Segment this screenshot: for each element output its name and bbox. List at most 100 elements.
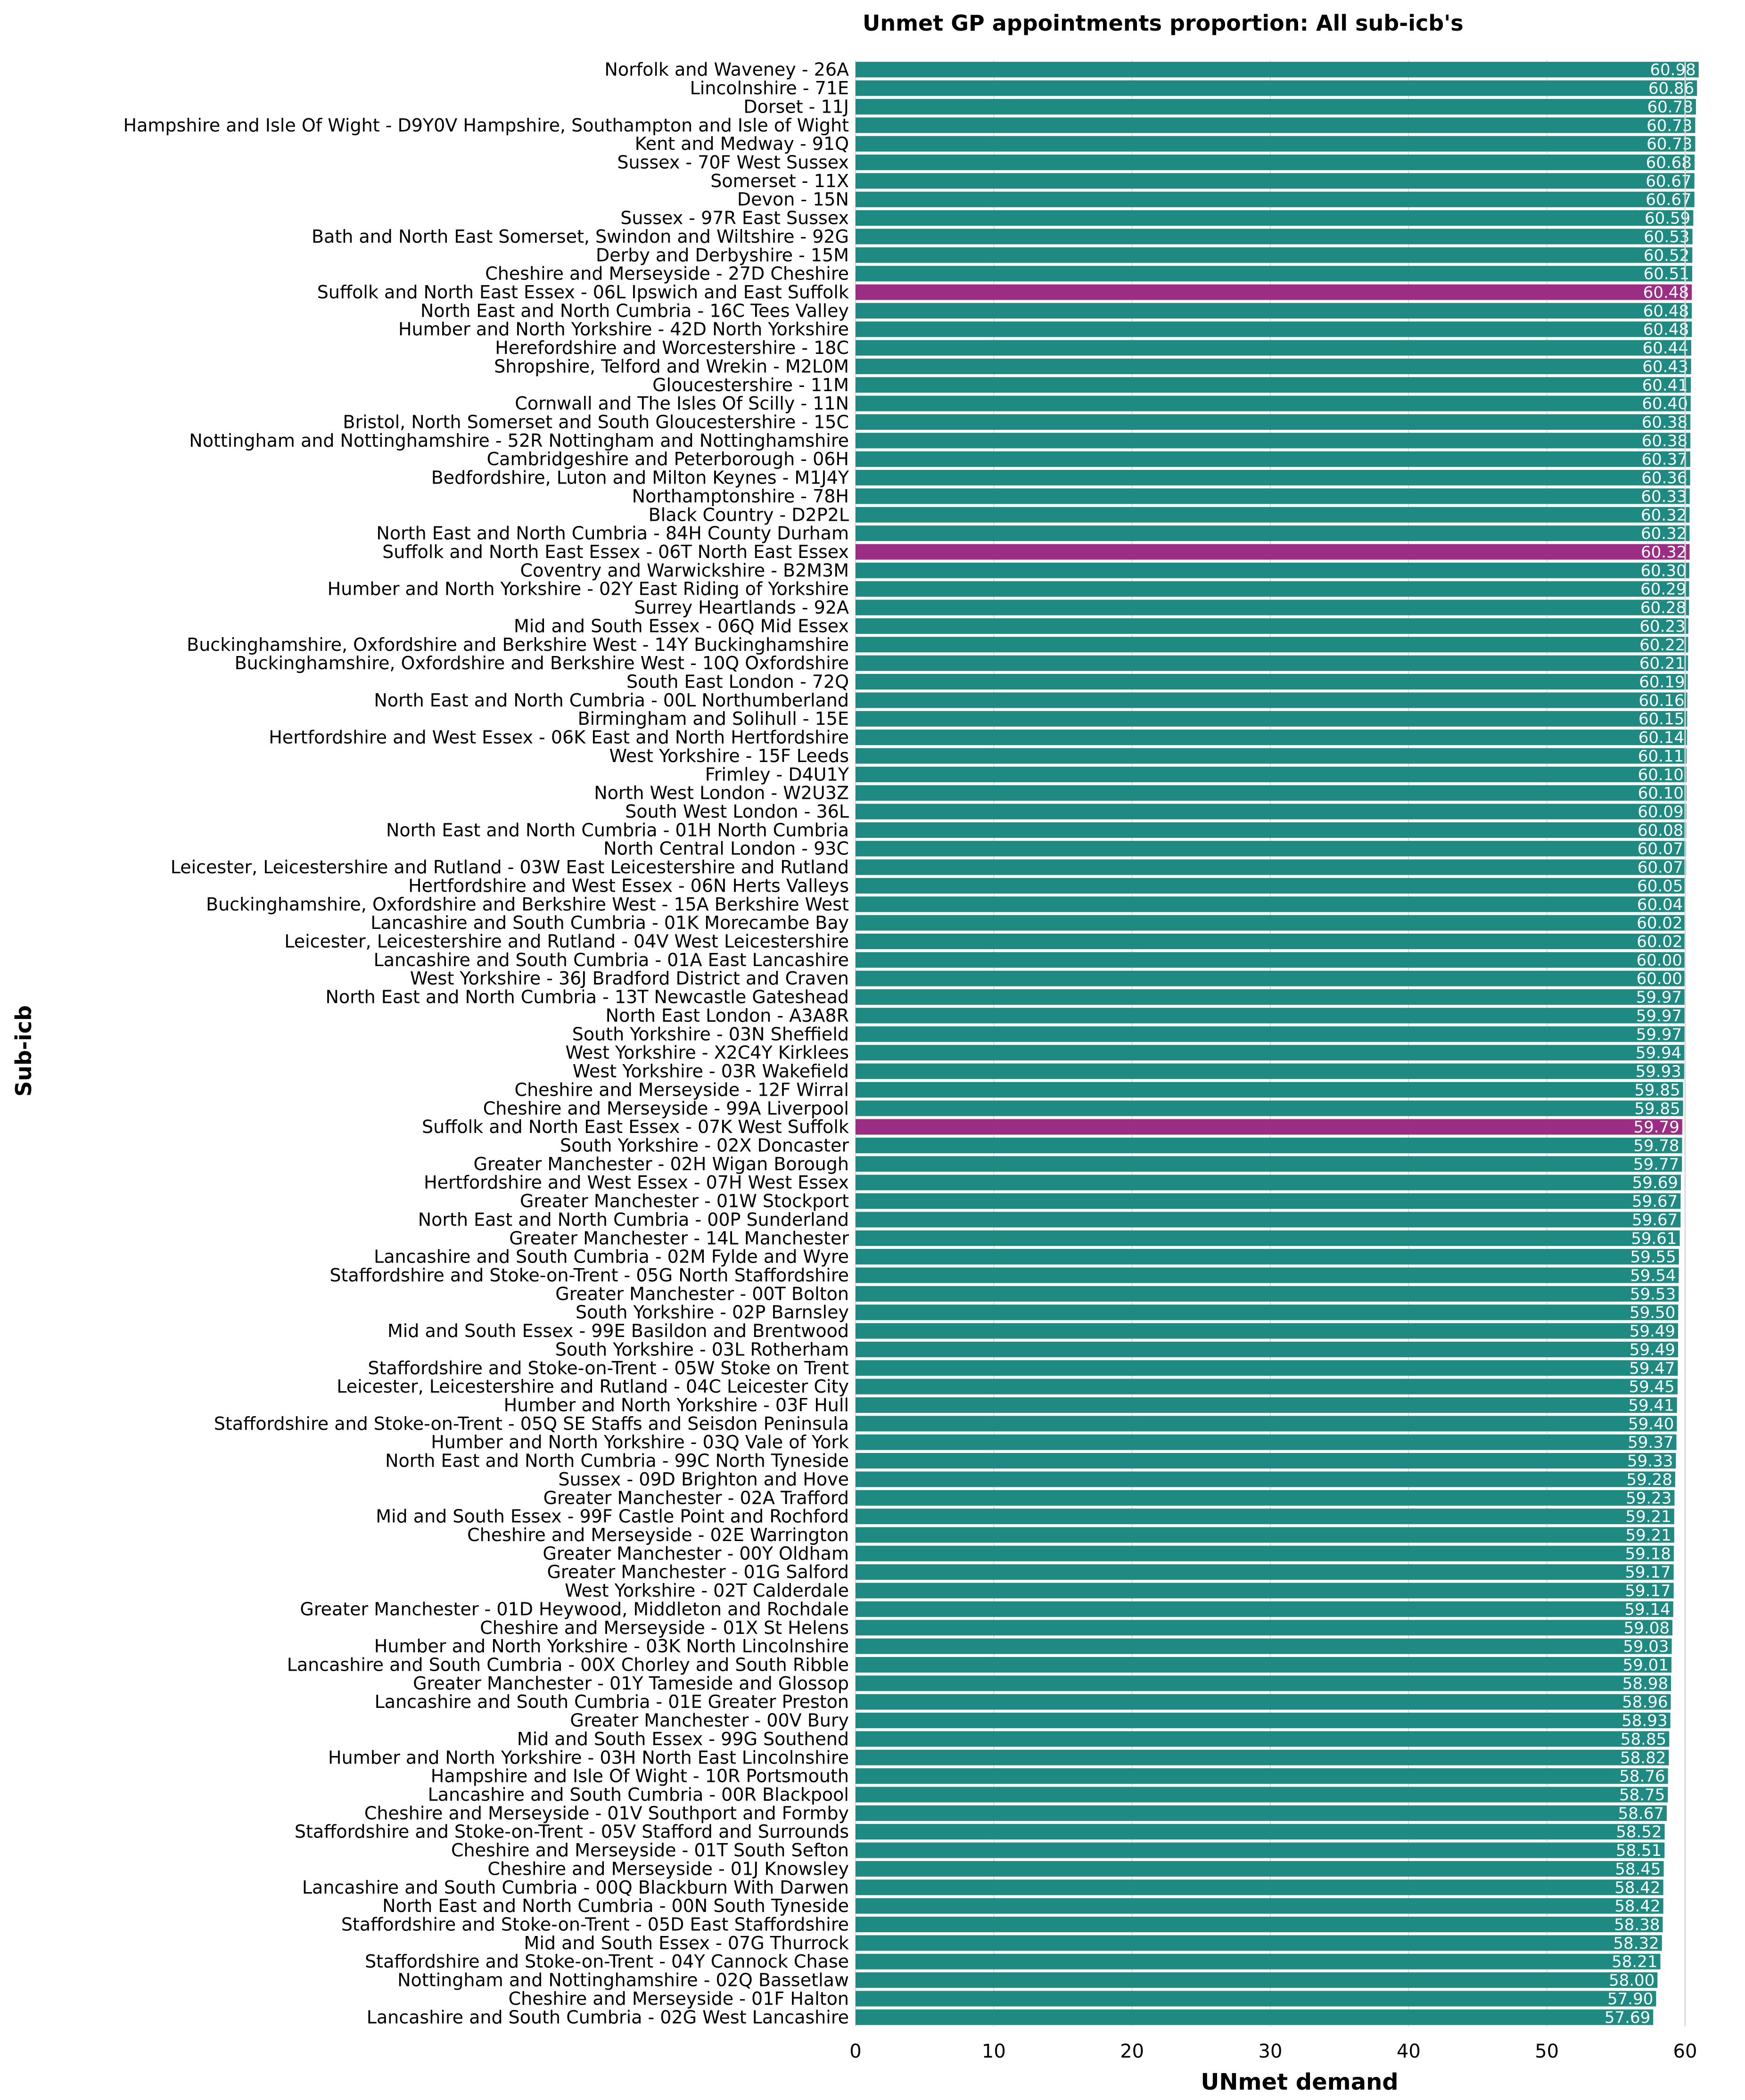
category-label: Buckinghamshire, Oxfordshire and Berkshi… bbox=[235, 653, 849, 673]
category-label: Greater Manchester - 01G Salford bbox=[547, 1562, 849, 1583]
bar bbox=[856, 804, 1687, 820]
category-label: Cheshire and Merseyside - 99A Liverpool bbox=[483, 1098, 849, 1119]
value-label: 59.40 bbox=[1628, 1415, 1674, 1434]
bar bbox=[856, 1174, 1681, 1190]
value-label: 59.55 bbox=[1630, 1248, 1676, 1267]
value-label: 60.02 bbox=[1637, 914, 1682, 933]
bar bbox=[856, 284, 1692, 300]
category-label: Dorset - 11J bbox=[743, 96, 849, 117]
category-label: North East and North Cumbria - 13T Newca… bbox=[325, 987, 849, 1008]
x-tick-label: 30 bbox=[1259, 2041, 1283, 2062]
value-label: 58.76 bbox=[1619, 1767, 1665, 1786]
category-label: West Yorkshire - 02T Calderdale bbox=[565, 1580, 849, 1601]
bar bbox=[856, 1879, 1663, 1895]
bar bbox=[856, 730, 1687, 746]
category-label: West Yorkshire - X2C4Y Kirklees bbox=[566, 1042, 849, 1063]
category-label: Nottingham and Nottinghamshire - 02Q Bas… bbox=[397, 1970, 849, 1991]
bar bbox=[856, 1267, 1679, 1283]
bar bbox=[856, 1397, 1677, 1413]
category-label: Mid and South Essex - 06Q Mid Essex bbox=[514, 615, 849, 636]
value-label: 60.32 bbox=[1641, 543, 1687, 562]
category-label: Lancashire and South Cumbria - 00R Black… bbox=[428, 1784, 849, 1805]
value-label: 59.97 bbox=[1636, 1025, 1682, 1044]
value-label: 59.49 bbox=[1630, 1322, 1675, 1341]
value-label: 58.52 bbox=[1616, 1823, 1662, 1842]
value-label: 58.21 bbox=[1612, 1952, 1657, 1971]
value-label: 60.44 bbox=[1643, 339, 1688, 358]
category-label: Buckinghamshire, Oxfordshire and Berkshi… bbox=[187, 634, 849, 655]
category-label: Leicester, Leicestershire and Rutland - … bbox=[284, 931, 849, 952]
bar bbox=[856, 358, 1691, 374]
bar bbox=[856, 1100, 1683, 1116]
bar bbox=[856, 1972, 1658, 1988]
bar bbox=[856, 1583, 1674, 1599]
bar bbox=[856, 618, 1688, 634]
bar bbox=[856, 692, 1687, 708]
bar bbox=[856, 1564, 1674, 1580]
category-label: Suffolk and North East Essex - 06L Ipswi… bbox=[317, 282, 849, 303]
category-label: South Yorkshire - 03N Sheffield bbox=[572, 1024, 849, 1044]
category-label: Birmingham and Solihull - 15E bbox=[578, 708, 849, 729]
bar bbox=[856, 1805, 1667, 1821]
category-label: Hertfordshire and West Essex - 06N Herts… bbox=[408, 875, 849, 896]
bar bbox=[856, 1490, 1675, 1506]
value-label: 59.45 bbox=[1629, 1378, 1675, 1396]
value-label: 59.77 bbox=[1633, 1155, 1679, 1174]
value-label: 60.11 bbox=[1638, 747, 1684, 766]
value-label: 60.04 bbox=[1637, 895, 1683, 914]
bar bbox=[856, 785, 1687, 801]
value-label: 60.86 bbox=[1648, 79, 1694, 98]
bars bbox=[856, 62, 1699, 2025]
bar bbox=[856, 470, 1690, 486]
bar bbox=[856, 1323, 1679, 1339]
bar bbox=[856, 451, 1690, 467]
category-label: South Yorkshire - 02X Doncaster bbox=[560, 1135, 849, 1156]
value-label: 58.51 bbox=[1616, 1841, 1662, 1860]
value-label: 59.47 bbox=[1629, 1359, 1675, 1378]
category-label: Somerset - 11X bbox=[710, 171, 849, 191]
x-tick-label: 10 bbox=[982, 2041, 1006, 2062]
category-label: Greater Manchester - 01W Stockport bbox=[520, 1191, 849, 1212]
category-label: Buckinghamshire, Oxfordshire and Berkshi… bbox=[206, 894, 849, 915]
bar bbox=[856, 1842, 1665, 1858]
category-label: Lancashire and South Cumbria - 01A East … bbox=[374, 950, 849, 970]
value-label: 60.78 bbox=[1647, 98, 1693, 116]
value-label: 60.32 bbox=[1641, 525, 1687, 543]
x-tick-label: 60 bbox=[1673, 2041, 1697, 2062]
category-label: North East and North Cumbria - 99C North… bbox=[385, 1451, 849, 1471]
value-label: 59.14 bbox=[1624, 1600, 1670, 1619]
bar bbox=[856, 1045, 1685, 1061]
x-axis: 0 10 20 30 40 50 60 bbox=[849, 60, 1697, 2062]
category-label: Greater Manchester - 01Y Tameside and Gl… bbox=[413, 1673, 849, 1694]
bar bbox=[856, 859, 1687, 875]
value-label: 59.50 bbox=[1630, 1304, 1675, 1322]
bar bbox=[856, 822, 1687, 838]
bar bbox=[856, 191, 1695, 207]
bar bbox=[856, 1916, 1663, 1933]
category-label: Cheshire and Merseyside - 01X St Helens bbox=[480, 1617, 849, 1638]
category-label: Lancashire and South Cumbria - 01K Morec… bbox=[370, 912, 849, 933]
value-label: 59.93 bbox=[1636, 1062, 1681, 1081]
category-label: West Yorkshire - 15F Leeds bbox=[609, 746, 849, 766]
category-label: Humber and North Yorkshire - 42D North Y… bbox=[398, 319, 849, 340]
value-label: 60.02 bbox=[1637, 933, 1682, 952]
category-label: Humber and North Yorkshire - 02Y East Ri… bbox=[328, 579, 849, 599]
category-label: Bedfordshire, Luton and Milton Keynes - … bbox=[431, 468, 849, 488]
bar bbox=[856, 766, 1687, 782]
value-label: 60.08 bbox=[1638, 821, 1683, 840]
value-label: 60.38 bbox=[1642, 432, 1687, 451]
category-label: Greater Manchester - 00T Bolton bbox=[555, 1283, 849, 1304]
value-label: 59.97 bbox=[1636, 1007, 1682, 1025]
bar bbox=[856, 173, 1695, 189]
category-label: North West London - W2U3Z bbox=[594, 783, 849, 804]
bar bbox=[856, 1509, 1674, 1525]
value-label: 59.78 bbox=[1633, 1136, 1679, 1155]
category-label: Cambridgeshire and Peterborough - 06H bbox=[487, 449, 849, 469]
category-label: Leicester, Leicestershire and Rutland - … bbox=[171, 857, 849, 878]
bar bbox=[856, 80, 1697, 96]
value-label: 60.21 bbox=[1639, 654, 1685, 673]
bar bbox=[856, 2009, 1654, 2025]
category-label: Suffolk and North East Essex - 07K West … bbox=[422, 1116, 849, 1137]
value-label: 58.42 bbox=[1614, 1879, 1660, 1897]
